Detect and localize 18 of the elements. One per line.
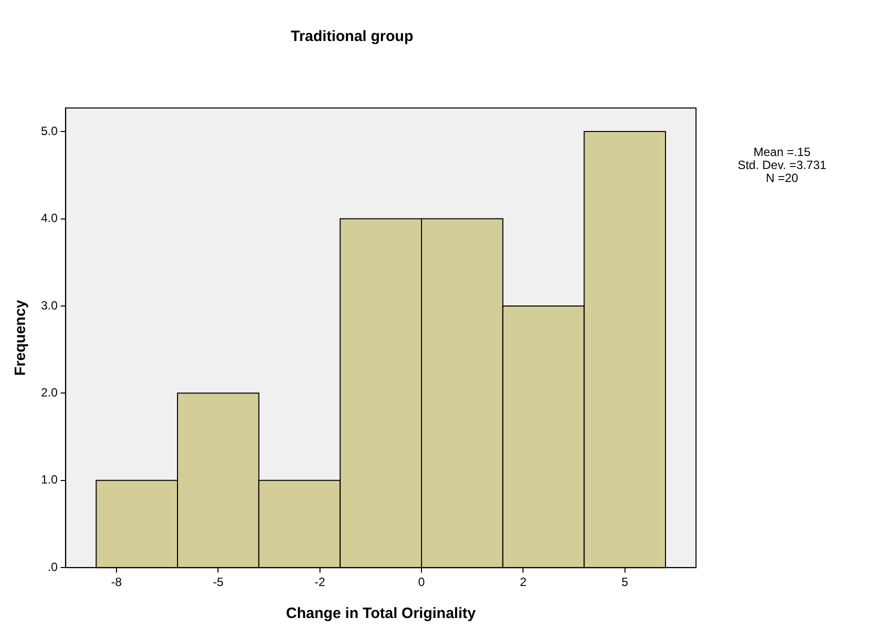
x-tick-label: 5 [621,575,628,590]
text: N =20 [764,171,800,185]
text: Mean =.15 [752,145,812,159]
y-axis-title: Frequency [12,299,30,376]
x-tick-label: 2 [520,575,527,590]
y-tick-label: 3.0 [40,298,58,312]
y-tick-label: 2.0 [40,385,58,400]
x-axis-title: Change in Total Originality [286,605,476,622]
x-tick-label: -8 [111,575,122,590]
y-tick-label: .0 [48,560,58,574]
y-tick-label: 5.0 [40,124,58,138]
y-tick-label: 1.0 [40,472,58,487]
x-tick-label: -2 [314,575,326,590]
text: Std. Dev. =3.731 [736,158,828,172]
chart-title: Traditional group [290,28,414,46]
y-tick-label: 4.0 [40,211,58,226]
x-tick-label: -5 [212,575,224,590]
x-tick-label: 0 [418,575,426,590]
